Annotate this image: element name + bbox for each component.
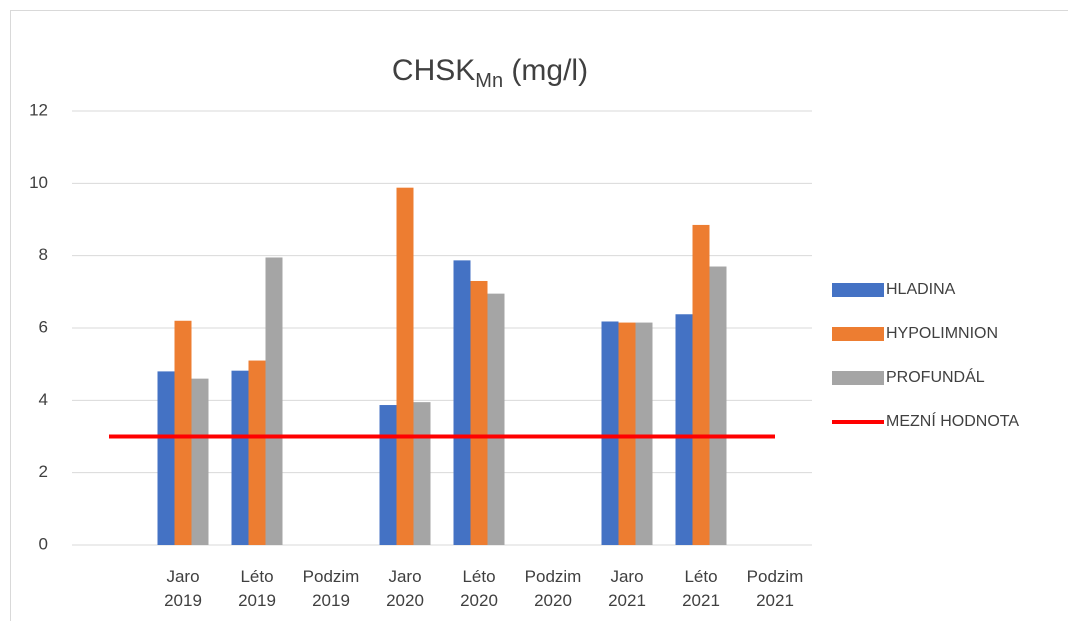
bar [396,187,414,545]
x-tick-label: Léto 2020 [460,567,498,610]
legend-swatch [832,371,884,385]
title-main: CHSK [392,54,475,87]
x-tick-label: Léto 2021 [682,567,720,610]
x-tick-label: Podzim 2019 [302,567,360,610]
legend-label: PROFUNDÁL [886,367,985,386]
x-tick-label: Podzim 2021 [746,567,804,610]
x-tick-label: Jaro 2019 [164,567,202,610]
chart-title: CHSKMn (mg/l) [392,54,588,92]
bar [265,257,283,545]
title-suffix: (mg/l) [503,54,588,87]
bar [413,402,431,545]
x-tick-label: Léto 2019 [238,567,276,610]
legend-label: HLADINA [886,281,956,298]
bar [601,321,619,545]
bar [453,260,471,545]
y-tick-label: 4 [39,390,48,409]
legend-label: HYPOLIMNION [886,325,998,342]
x-tick-label: Jaro 2020 [386,567,424,610]
bar [470,280,488,545]
y-tick-label: 2 [39,462,48,481]
bar [692,224,710,546]
y-tick-label: 12 [29,100,48,119]
bar [174,320,192,545]
bar [675,314,693,545]
bar [379,405,397,545]
y-tick-label: 10 [29,173,48,192]
y-tick-label: 6 [39,317,48,336]
bar [635,322,653,545]
y-tick-label: 0 [39,534,48,553]
bar [248,360,266,545]
bar [191,378,209,545]
y-tick-label: 8 [39,245,48,264]
x-tick-label: Podzim 2020 [524,567,582,610]
title-subscript: Mn [475,70,503,92]
bar [709,266,727,545]
legend-swatch [832,283,884,297]
bar [487,293,505,545]
legend-swatch [832,327,884,341]
legend-label: MEZNÍ HODNOTA [886,411,1019,430]
bar [231,370,249,545]
bar [157,371,175,545]
x-tick-label: Jaro 2021 [608,567,646,610]
bar [618,322,636,545]
